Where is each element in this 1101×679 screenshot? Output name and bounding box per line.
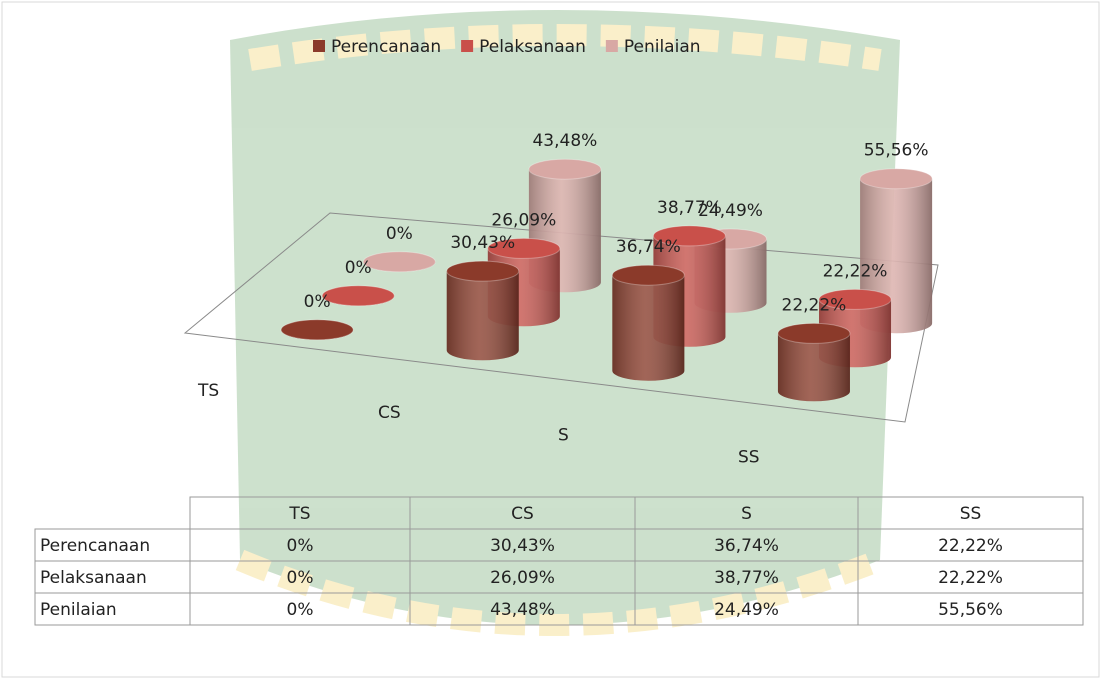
x-tick-label: S bbox=[558, 425, 569, 445]
cylinder-top bbox=[487, 237, 561, 259]
cylinder-shade bbox=[612, 275, 685, 381]
cylinder bbox=[446, 260, 520, 361]
cylinder bbox=[777, 322, 851, 402]
table-value: 30,43% bbox=[490, 536, 555, 556]
table-value: 22,22% bbox=[938, 568, 1003, 588]
table-row-label: Penilaian bbox=[40, 600, 117, 620]
table-header: TS bbox=[288, 504, 310, 524]
cylinder bbox=[611, 264, 685, 381]
cylinder bbox=[321, 285, 395, 307]
data-label: 22,22% bbox=[782, 295, 847, 315]
table-row-label: Perencanaan bbox=[40, 536, 150, 556]
table-cell bbox=[857, 592, 1084, 626]
table-value: 24,49% bbox=[714, 600, 779, 620]
legend-label: Perencanaan bbox=[331, 37, 441, 57]
table-value: 55,56% bbox=[938, 600, 1003, 620]
cylinder-top bbox=[777, 322, 851, 344]
table-value: 26,09% bbox=[490, 568, 555, 588]
watermark bbox=[230, 10, 900, 636]
cylinder-top bbox=[528, 158, 602, 180]
data-label: 24,49% bbox=[698, 201, 763, 221]
floor bbox=[183, 212, 939, 423]
table-value: 0% bbox=[287, 568, 314, 588]
cylinder bbox=[280, 319, 354, 341]
data-label: 43,48% bbox=[532, 131, 597, 151]
table-value: 43,48% bbox=[490, 600, 555, 620]
legend-label: Penilaian bbox=[624, 37, 701, 57]
legend-label: Pelaksanaan bbox=[479, 37, 586, 57]
plot-area: TSCSSSS0%43,48%24,49%55,56%0%26,09%38,77… bbox=[197, 131, 933, 468]
x-tick-label: SS bbox=[738, 448, 760, 468]
cylinder-top bbox=[280, 319, 354, 341]
cylinder-top bbox=[321, 285, 395, 307]
data-label: 26,09% bbox=[491, 210, 556, 230]
legend-swatch bbox=[605, 40, 618, 52]
data-label: 0% bbox=[345, 258, 372, 278]
data-label: 0% bbox=[386, 224, 413, 244]
cylinder-shade bbox=[446, 271, 519, 361]
data-label: 55,56% bbox=[864, 141, 929, 161]
legend-swatch bbox=[313, 40, 325, 52]
cylinder-top bbox=[859, 168, 933, 190]
data-label: 30,43% bbox=[450, 233, 515, 253]
legend: Perencanaan Pelaksanaan Penilaian bbox=[313, 37, 701, 57]
data-label: 36,74% bbox=[616, 237, 681, 257]
x-tick-label: TS bbox=[197, 381, 219, 401]
cylinder-top bbox=[446, 260, 520, 282]
cylinder-shade bbox=[777, 333, 850, 402]
cylinder-top bbox=[652, 225, 726, 247]
legend-swatch bbox=[461, 40, 474, 52]
x-tick-label: CS bbox=[378, 403, 401, 423]
data-label: 22,22% bbox=[823, 261, 888, 281]
cylinder-top bbox=[611, 264, 685, 286]
table-value: 22,22% bbox=[938, 536, 1003, 556]
data-label: 38,77% bbox=[657, 198, 722, 218]
table-value: 0% bbox=[287, 600, 314, 620]
cylinder bbox=[362, 251, 436, 273]
table-value: 36,74% bbox=[714, 536, 779, 556]
table-header: SS bbox=[960, 504, 982, 524]
table-value: 0% bbox=[287, 536, 314, 556]
cylinder-top bbox=[818, 288, 892, 310]
table-header: CS bbox=[511, 504, 534, 524]
cylinder-top bbox=[362, 251, 436, 273]
table-row-label: Pelaksanaan bbox=[40, 568, 147, 588]
table-value: 38,77% bbox=[714, 568, 779, 588]
data-label: 0% bbox=[304, 292, 331, 312]
table-header: S bbox=[741, 504, 752, 524]
